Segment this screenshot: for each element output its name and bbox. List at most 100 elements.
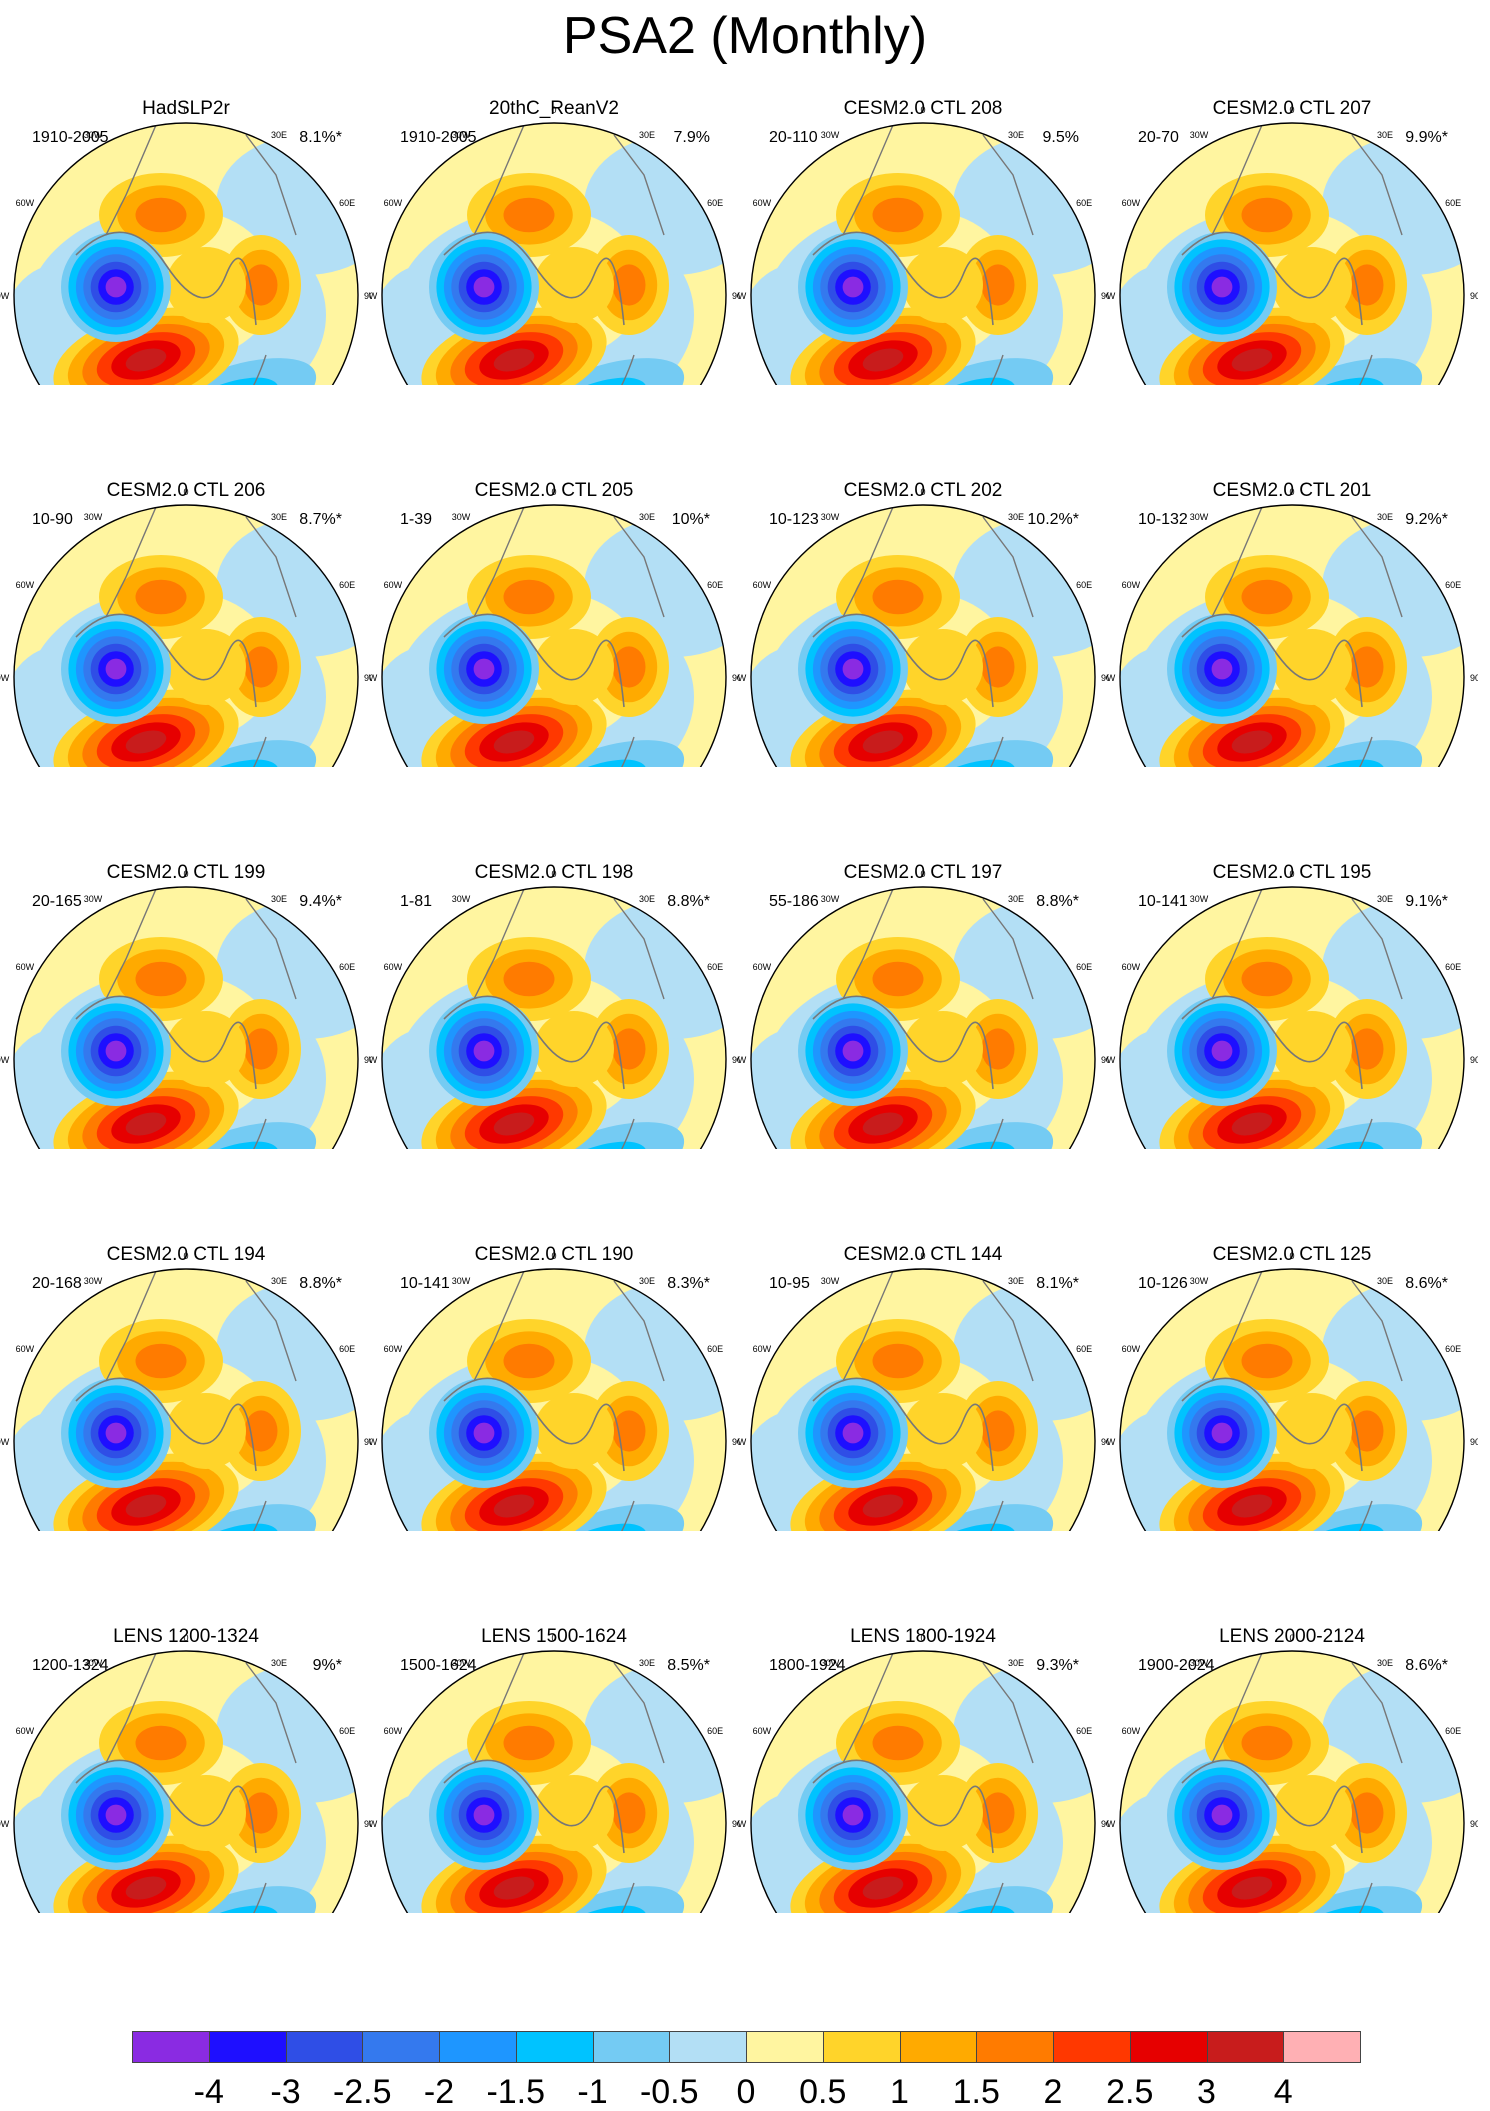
panel-period: 10-90 bbox=[32, 511, 73, 528]
polar-map: 030E60E90E120E150E180150W120W90W60W30W bbox=[368, 487, 740, 767]
longitude-label: 30W bbox=[452, 894, 471, 904]
longitude-label: 120E bbox=[337, 1530, 358, 1531]
longitude-label: 30W bbox=[84, 894, 103, 904]
longitude-label: 90W bbox=[368, 673, 378, 683]
longitude-label: 30E bbox=[1377, 130, 1393, 140]
panel-period: 10-141 bbox=[400, 1275, 450, 1292]
longitude-label: 0 bbox=[920, 1633, 925, 1643]
colorbar-swatch bbox=[746, 2031, 824, 2063]
longitude-label: 60W bbox=[16, 962, 35, 972]
panel-period: 1-39 bbox=[400, 511, 433, 528]
colorbar-swatch bbox=[439, 2031, 517, 2063]
panel-period: 10-132 bbox=[1138, 511, 1188, 528]
longitude-label: 90E bbox=[1101, 1819, 1109, 1829]
panel-variance: 9.3%* bbox=[1036, 1657, 1079, 1674]
map-panel: 030E60E90E120E150E180150W120W90W60W30WLE… bbox=[368, 1528, 740, 1913]
longitude-label: 30E bbox=[271, 894, 287, 904]
longitude-label: 30W bbox=[452, 1276, 471, 1286]
longitude-label: 60E bbox=[1445, 962, 1461, 972]
longitude-label: 60W bbox=[384, 198, 403, 208]
longitude-label: 90W bbox=[737, 673, 747, 683]
longitude-label: 120E bbox=[1074, 766, 1095, 767]
panel-title: LENS 1500-1624 bbox=[481, 1626, 627, 1647]
longitude-label: 120E bbox=[337, 1912, 358, 1913]
panel-variance: 8.1%* bbox=[299, 129, 342, 146]
longitude-label: 90W bbox=[368, 1819, 378, 1829]
panel-title: LENS 2000-2124 bbox=[1219, 1626, 1365, 1647]
panel-period: 10-95 bbox=[769, 1275, 810, 1292]
longitude-label: 120W bbox=[13, 384, 37, 385]
longitude-label: 120W bbox=[1119, 1530, 1143, 1531]
longitude-label: 0 bbox=[183, 869, 188, 879]
longitude-label: 60W bbox=[384, 1344, 403, 1354]
colorbar-swatch bbox=[1206, 2031, 1285, 2063]
longitude-label: 90E bbox=[364, 1437, 372, 1447]
colorbar-label: 1 bbox=[890, 2073, 909, 2111]
longitude-label: 120W bbox=[750, 1148, 774, 1149]
panel-period: 1910-2005 bbox=[400, 129, 477, 146]
longitude-label: 30W bbox=[821, 130, 840, 140]
colorbar-swatch bbox=[1283, 2031, 1361, 2063]
longitude-label: 90W bbox=[737, 1819, 747, 1829]
longitude-label: 30W bbox=[84, 1276, 103, 1286]
longitude-label: 60E bbox=[1445, 198, 1461, 208]
longitude-label: 90W bbox=[368, 1055, 378, 1065]
longitude-label: 0 bbox=[920, 487, 925, 497]
panel-variance: 8.6%* bbox=[1405, 1275, 1448, 1292]
longitude-label: 120E bbox=[1443, 1912, 1464, 1913]
longitude-label: 30E bbox=[639, 130, 655, 140]
longitude-label: 30E bbox=[639, 894, 655, 904]
panel-period: 20-110 bbox=[769, 129, 818, 146]
longitude-label: 90W bbox=[1106, 291, 1116, 301]
colorbar-swatch bbox=[285, 2031, 364, 2063]
panel-variance: 9.2%* bbox=[1405, 511, 1448, 528]
longitude-label: 120W bbox=[750, 766, 774, 767]
longitude-label: 60W bbox=[753, 1344, 772, 1354]
longitude-label: 0 bbox=[1289, 1251, 1294, 1261]
longitude-label: 30E bbox=[1377, 894, 1393, 904]
map-panel: 030E60E90E120E150E180150W120W90W60W30WCE… bbox=[1106, 764, 1478, 1149]
polar-map: 030E60E90E120E150E180150W120W90W60W30W bbox=[737, 105, 1109, 385]
longitude-label: 120W bbox=[1119, 1912, 1143, 1913]
longitude-label: 60E bbox=[707, 580, 723, 590]
panel-variance: 9.4%* bbox=[299, 893, 342, 910]
longitude-label: 0 bbox=[920, 105, 925, 115]
map-panel: 030E60E90E120E150E180150W120W90W60W30WLE… bbox=[1106, 1528, 1478, 1913]
polar-map: 030E60E90E120E150E180150W120W90W60W30W bbox=[0, 105, 372, 385]
panel-period: 10-141 bbox=[1138, 893, 1188, 910]
longitude-label: 30W bbox=[1190, 130, 1209, 140]
longitude-label: 0 bbox=[1289, 869, 1294, 879]
longitude-label: 60E bbox=[1076, 962, 1092, 972]
panel-title: HadSLP2r bbox=[142, 98, 230, 119]
panel-title: CESM2.0 CTL 202 bbox=[843, 480, 1003, 501]
longitude-label: 60W bbox=[753, 1726, 772, 1736]
longitude-label: 60E bbox=[707, 198, 723, 208]
longitude-label: 0 bbox=[551, 869, 556, 879]
colorbar-label: 0 bbox=[736, 2073, 756, 2111]
longitude-label: 0 bbox=[551, 487, 556, 497]
panel-title: CESM2.0 CTL 206 bbox=[106, 480, 266, 501]
polar-map: 030E60E90E120E150E180150W120W90W60W30W bbox=[0, 487, 372, 767]
longitude-label: 30W bbox=[84, 512, 103, 522]
longitude-label: 120E bbox=[1443, 766, 1464, 767]
panel-variance: 10%* bbox=[671, 511, 710, 528]
longitude-label: 120W bbox=[13, 1148, 37, 1149]
longitude-label: 120W bbox=[1119, 1148, 1143, 1149]
longitude-label: 120W bbox=[13, 766, 37, 767]
longitude-label: 30W bbox=[84, 130, 103, 140]
longitude-label: 30E bbox=[639, 1658, 655, 1668]
longitude-label: 90E bbox=[732, 291, 740, 301]
longitude-label: 30E bbox=[1008, 1276, 1024, 1286]
colorbar-label: -2 bbox=[423, 2073, 455, 2111]
longitude-label: 120E bbox=[337, 384, 358, 385]
map-panel: 030E60E90E120E150E180150W120W90W60W30WCE… bbox=[1106, 382, 1478, 767]
panel-period: 20-165 bbox=[32, 893, 82, 910]
panel-variance: 9.9%* bbox=[1405, 129, 1448, 146]
colorbar-label: -0.5 bbox=[639, 2073, 699, 2111]
panel-period: 1-81 bbox=[400, 893, 433, 910]
panel-title: CESM2.0 CTL 125 bbox=[1212, 1244, 1372, 1265]
longitude-label: 0 bbox=[183, 1633, 188, 1643]
longitude-label: 0 bbox=[1289, 105, 1294, 115]
longitude-label: 30E bbox=[271, 130, 287, 140]
longitude-label: 0 bbox=[183, 105, 188, 115]
